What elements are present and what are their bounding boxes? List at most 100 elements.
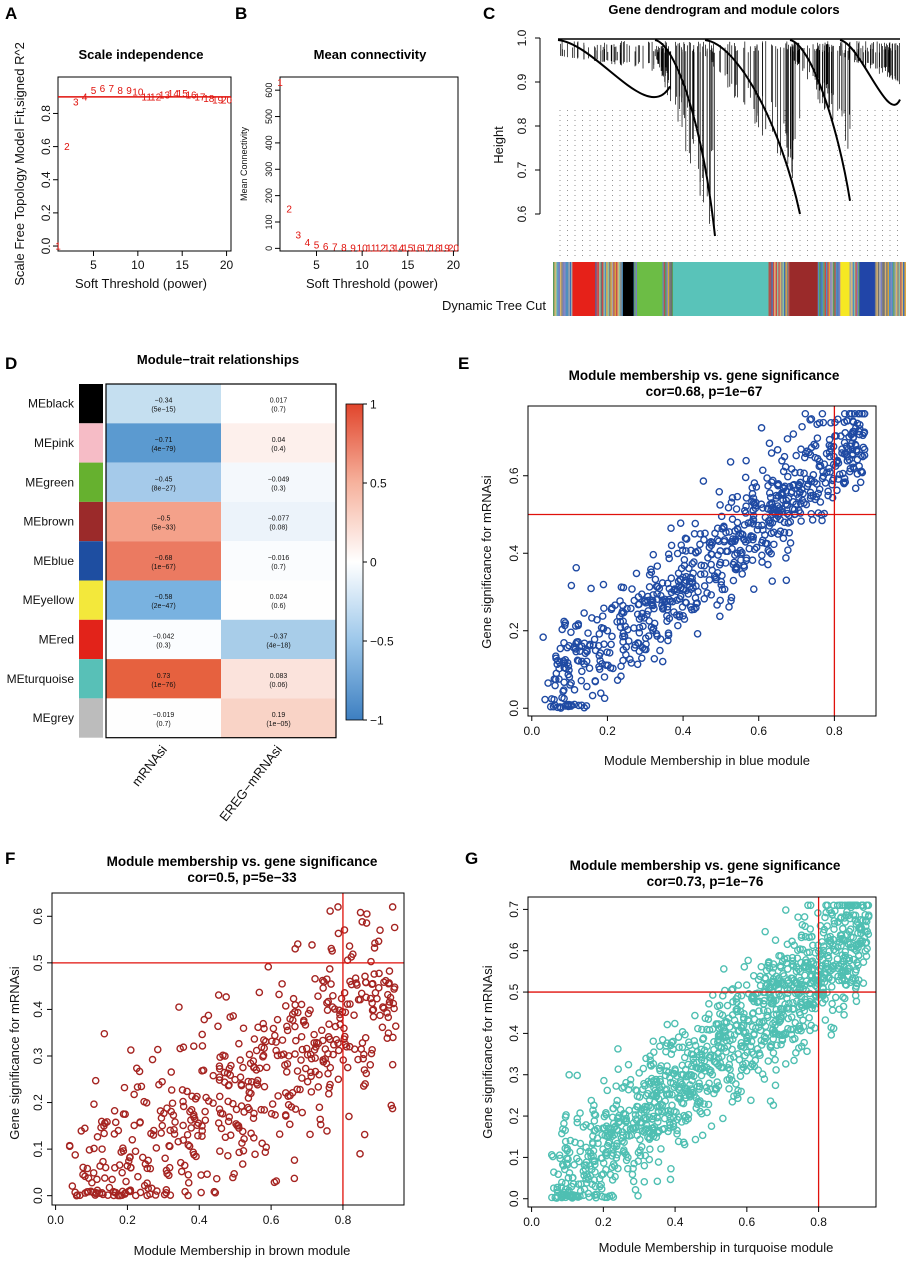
e-point — [740, 561, 748, 570]
panel-g-subtitle: cor=0.73, p=1e−76 — [647, 874, 764, 889]
a-point-7: 7 — [108, 84, 114, 95]
e-point — [819, 467, 827, 476]
g-point — [763, 1007, 772, 1016]
f-point — [201, 1107, 209, 1116]
e-point — [806, 488, 815, 497]
c-color-stripe — [611, 262, 614, 316]
e-point — [613, 618, 621, 626]
panel-g-ylabel: Gene significance for mRNAsi — [480, 965, 495, 1139]
g-point — [789, 976, 798, 985]
f-point — [190, 1114, 199, 1123]
f-point — [314, 1083, 323, 1091]
g-point — [806, 901, 815, 910]
g-point — [829, 941, 837, 950]
d-colorbar-tick-label-4: −1 — [370, 714, 384, 728]
f-point — [131, 1147, 140, 1156]
f-point — [245, 1050, 254, 1059]
f-point — [294, 1008, 302, 1017]
d-cell-value-0-0: −0.34 — [155, 398, 173, 405]
g-point — [674, 1094, 682, 1102]
f-point — [214, 1022, 222, 1031]
c-color-stripe — [856, 262, 859, 316]
e-point — [682, 547, 690, 555]
g-point — [663, 1039, 671, 1047]
f-point — [184, 1141, 193, 1149]
g-point — [697, 1045, 706, 1054]
e-point — [847, 430, 855, 439]
g-point — [795, 973, 803, 981]
e-point — [675, 612, 684, 621]
g-point — [640, 1178, 649, 1186]
f-point — [283, 1026, 292, 1035]
g-point — [631, 1086, 640, 1094]
a-ytick-label-4: 0.8 — [39, 105, 53, 122]
panel-a-title: Scale independence — [79, 47, 204, 62]
g-point — [818, 949, 827, 958]
f-point — [236, 1073, 245, 1082]
e-point — [851, 440, 860, 449]
e-point — [796, 468, 804, 477]
b-point-11: 11 — [366, 244, 377, 255]
c-color-stripe — [568, 262, 570, 316]
g-point — [808, 957, 817, 965]
e-point — [796, 478, 805, 487]
f-point — [115, 1161, 124, 1169]
e-point — [682, 535, 691, 543]
g-point — [720, 965, 728, 973]
g-point — [678, 1043, 687, 1052]
g-point — [612, 1142, 621, 1150]
d-row-label-1: MEpink — [34, 436, 75, 450]
g-point — [759, 1000, 768, 1008]
e-point — [765, 516, 773, 525]
f-point — [133, 1083, 142, 1091]
g-point — [792, 963, 801, 971]
c-color-stripe — [901, 262, 904, 316]
f-point — [187, 1106, 196, 1114]
g-point — [863, 901, 871, 910]
e-point — [625, 637, 633, 645]
panel-f-ylabel: Gene significance for mRNAsi — [7, 966, 22, 1140]
g-point — [801, 963, 810, 972]
g-point — [587, 1096, 596, 1105]
c-color-stripe — [784, 262, 786, 316]
f-point — [367, 957, 375, 966]
f-point — [282, 1112, 290, 1120]
f-point — [274, 1092, 282, 1100]
f-point — [105, 1183, 114, 1192]
e-point — [603, 648, 611, 656]
c-color-stripe — [830, 262, 832, 316]
g-point — [624, 1085, 633, 1094]
f-point — [226, 1131, 235, 1140]
e-point — [656, 635, 665, 643]
f-point — [216, 1053, 224, 1062]
g-point — [603, 1086, 612, 1095]
g-point — [854, 961, 862, 970]
f-point — [361, 972, 369, 981]
f-point — [272, 1038, 280, 1046]
e-point — [774, 481, 782, 490]
f-point — [160, 1109, 168, 1118]
g-point — [743, 1034, 751, 1043]
g-point — [748, 993, 756, 1002]
g-point — [797, 1026, 805, 1035]
g-point — [697, 1071, 706, 1080]
e-point — [575, 643, 584, 651]
g-point — [586, 1122, 595, 1131]
d-grid-frame — [105, 383, 337, 739]
g-point — [580, 1185, 589, 1194]
c-color-stripe — [672, 262, 674, 316]
f-point — [273, 1015, 282, 1024]
f-point — [132, 1064, 141, 1073]
g-point — [613, 1096, 621, 1105]
f-point — [323, 975, 331, 983]
d-cell-pvalue-1-1: (0.4) — [271, 446, 285, 453]
g-point — [825, 947, 833, 956]
g-point — [803, 1047, 811, 1056]
e-point — [855, 425, 864, 433]
f-point — [255, 1064, 264, 1073]
e-point — [595, 662, 603, 671]
c-color-stripe — [785, 262, 787, 316]
e-point — [800, 453, 809, 462]
d-cell-2-0 — [106, 462, 221, 502]
d-row-color-4 — [79, 541, 103, 581]
